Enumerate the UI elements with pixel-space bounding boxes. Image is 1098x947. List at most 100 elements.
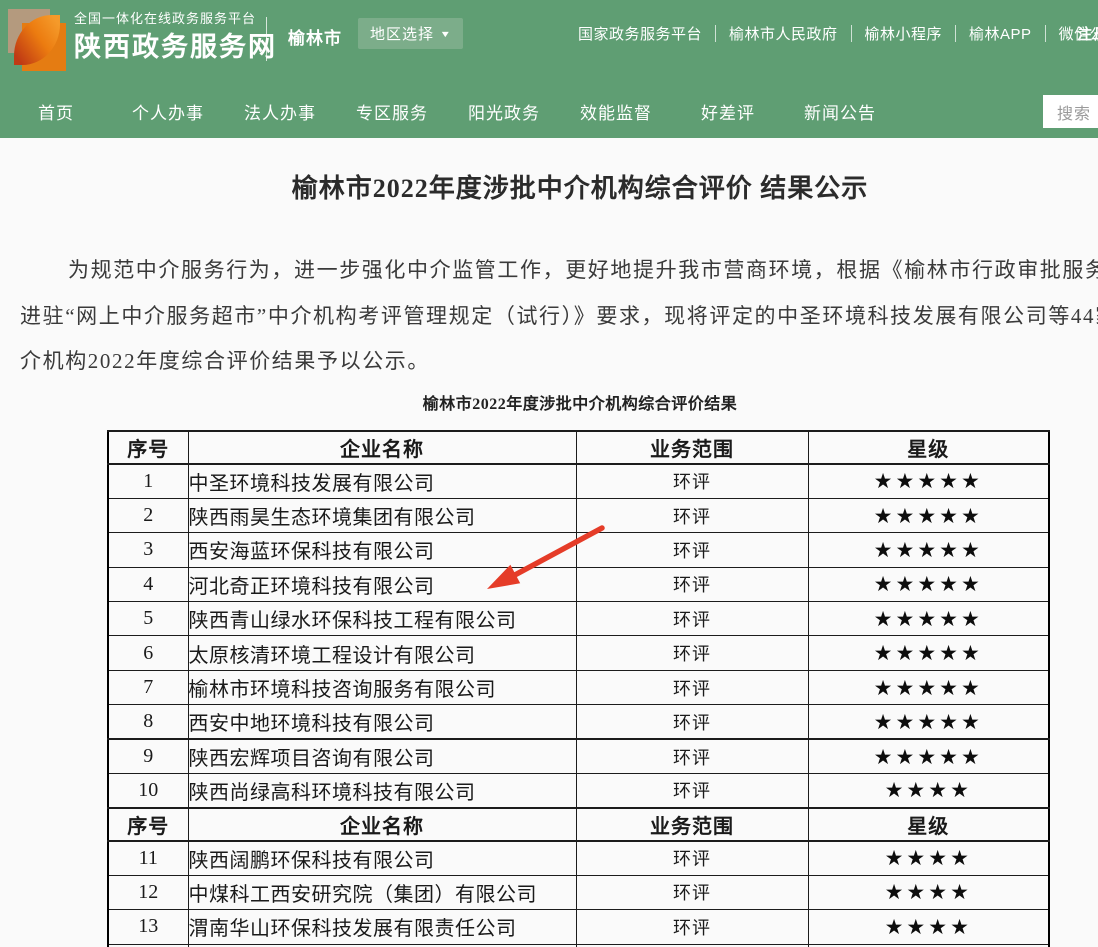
chevron-down-icon: ▼ [439,28,453,39]
cell-star-rating: ★★★★★ [807,635,1050,671]
cell-star-rating: ★★★★★ [807,601,1050,637]
region-selector-label: 地区选择 [370,26,435,43]
cell-business-scope: 环评 [575,635,809,671]
cell-company-name: 太原核清环境工程设计有限公司 [187,635,577,671]
search-placeholder: 搜索 [1057,105,1092,123]
cell-star-rating: ★★★★ [807,909,1050,945]
nav-item-个人办事[interactable]: 个人办事 [132,104,204,123]
main-navbar: 首页 个人办事 法人办事 专区服务 阳光政务 效能监督 好差评 新闻公告 搜索 [0,85,1098,138]
column-header: 企业名称 [187,430,577,465]
cell-index: 1 [107,463,189,499]
link-separator [715,24,717,42]
column-header: 业务范围 [575,430,809,465]
cell-empty [807,943,1050,947]
nav-item-阳光政务[interactable]: 阳光政务 [468,104,540,123]
cell-star-rating: ★★★★★ [807,669,1050,706]
header-link[interactable]: 榆林小程序 [864,25,943,43]
cell-star-rating: ★★★★★ [807,497,1050,534]
table-row: 8 西安中地环境科技有限公司 环评 ★★★★★ [107,704,1050,740]
cell-company-name: 陕西尚绿高科环境科技有限公司 [187,773,577,809]
site-logo-icon[interactable] [8,6,66,72]
table-row: 12 中煤科工西安研究院（集团）有限公司 环评 ★★★★ [107,874,1050,911]
cell-company-name: 中煤科工西安研究院（集团）有限公司 [187,874,577,911]
header-link[interactable]: 榆林市人民政府 [729,25,838,43]
nav-item-专区服务[interactable]: 专区服务 [356,104,428,123]
cell-index: 13 [107,909,189,945]
cell-index: 9 [107,738,189,775]
header-link[interactable]: 微信公众号 [1058,25,1098,43]
cell-index: 12 [107,874,189,911]
cell-business-scope: 环评 [575,601,809,637]
table-header-row: 序号 企业名称 业务范围 星级 [107,430,1050,465]
cell-company-name: 陕西宏辉项目咨询有限公司 [187,738,577,775]
nav-item-首页[interactable]: 首页 [38,104,74,123]
cell-index: 11 [107,840,189,876]
cell-star-rating: ★★★★ [807,840,1050,876]
site-brand: 全国一体化在线政务服务平台 陕西政务服务网 [74,9,277,65]
cell-company-name: 陕西青山绿水环保科技工程有限公司 [187,601,577,637]
nav-item-效能监督[interactable]: 效能监督 [580,104,652,123]
cell-star-rating: ★★★★★ [807,463,1050,499]
table-row: 11 陕西阔鹏环保科技有限公司 环评 ★★★★ [107,840,1050,876]
link-separator [1044,24,1046,42]
cell-company-name: 渭南华山环保科技发展有限责任公司 [187,909,577,945]
announcement-paragraph: 为规范中介服务行为，进一步强化中介监管工作，更好地提升我市营商环境，根据《榆林市… [20,248,1098,385]
cell-company-name: 中圣环境科技发展有限公司 [187,463,577,499]
register-link[interactable]: 注册 [1077,26,1098,43]
cell-index: 3 [107,532,189,568]
current-city-label: 榆林市 [288,29,342,48]
table-row: 4 河北奇正环境科技有限公司 环评 ★★★★★ [107,566,1050,603]
cell-index: 7 [107,669,189,706]
table-row: 7 榆林市环境科技咨询服务有限公司 环评 ★★★★★ [107,669,1050,706]
cell-business-scope: 环评 [575,532,809,568]
header-link[interactable]: 国家政务服务平台 [578,25,703,43]
site-name: 陕西政务服务网 [74,32,277,62]
cell-company-name: 西安海蓝环保科技有限公司 [187,532,577,568]
paragraph-line: 为规范中介服务行为，进一步强化中介监管工作，更好地提升我市营商环境，根据《榆林市… [68,258,1098,282]
nav-item-法人办事[interactable]: 法人办事 [244,104,316,123]
cell-company-name: 陕西雨昊生态环境集团有限公司 [187,497,577,534]
header-link[interactable]: 榆林APP [969,25,1032,43]
table-header-row: 序号 企业名称 业务范围 星级 [107,806,1050,842]
column-header: 星级 [807,430,1050,465]
cell-company-name: 榆林市环境科技咨询服务有限公司 [187,669,577,706]
page-title: 榆林市2022年度涉批中介机构综合评价 结果公示 [291,174,869,203]
cell-business-scope: 环评 [575,738,809,775]
nav-item-好差评[interactable]: 好差评 [701,104,755,123]
cell-star-rating: ★★★★★ [807,566,1050,603]
column-header: 序号 [107,806,189,842]
column-header: 序号 [107,430,189,465]
cell-business-scope: 环评 [575,566,809,603]
platform-subtitle: 全国一体化在线政务服务平台 [74,11,257,26]
paragraph-line: 介机构2022年度综合评价结果予以公示。 [20,349,430,373]
table-row-partial [107,943,1050,947]
cell-star-rating: ★★★★ [807,874,1050,911]
cell-index: 4 [107,566,189,603]
cell-star-rating: ★★★★★ [807,704,1050,740]
nav-item-新闻公告[interactable]: 新闻公告 [804,104,876,123]
table-row: 9 陕西宏辉项目咨询有限公司 环评 ★★★★★ [107,738,1050,775]
table-row: 1 中圣环境科技发展有限公司 环评 ★★★★★ [107,463,1050,499]
region-selector-button[interactable]: 地区选择 ▼ [358,18,463,49]
cell-business-scope: 环评 [575,669,809,706]
table-row: 5 陕西青山绿水环保科技工程有限公司 环评 ★★★★★ [107,601,1050,637]
column-header: 业务范围 [575,806,809,842]
cell-index: 8 [107,704,189,740]
nav-items: 首页 个人办事 法人办事 专区服务 阳光政务 效能监督 好差评 新闻公告 [0,85,896,138]
cell-business-scope: 环评 [575,497,809,534]
cell-star-rating: ★★★★★ [807,738,1050,775]
table-row: 6 太原核清环境工程设计有限公司 环评 ★★★★★ [107,635,1050,671]
cell-index: 5 [107,601,189,637]
cell-business-scope: 环评 [575,909,809,945]
cell-index: 2 [107,497,189,534]
table-row: 2 陕西雨昊生态环境集团有限公司 环评 ★★★★★ [107,497,1050,534]
search-input[interactable]: 搜索 [1043,95,1098,128]
column-header: 星级 [807,806,1050,842]
cell-business-scope: 环评 [575,704,809,740]
site-header: 全国一体化在线政务服务平台 陕西政务服务网 榆林市 地区选择 ▼ 国家政务服务平… [0,0,1098,85]
table-row: 3 西安海蓝环保科技有限公司 环评 ★★★★★ [107,532,1050,568]
cell-business-scope: 环评 [575,874,809,911]
cell-index: 10 [107,773,189,809]
table-row: 13 渭南华山环保科技发展有限责任公司 环评 ★★★★ [107,909,1050,945]
